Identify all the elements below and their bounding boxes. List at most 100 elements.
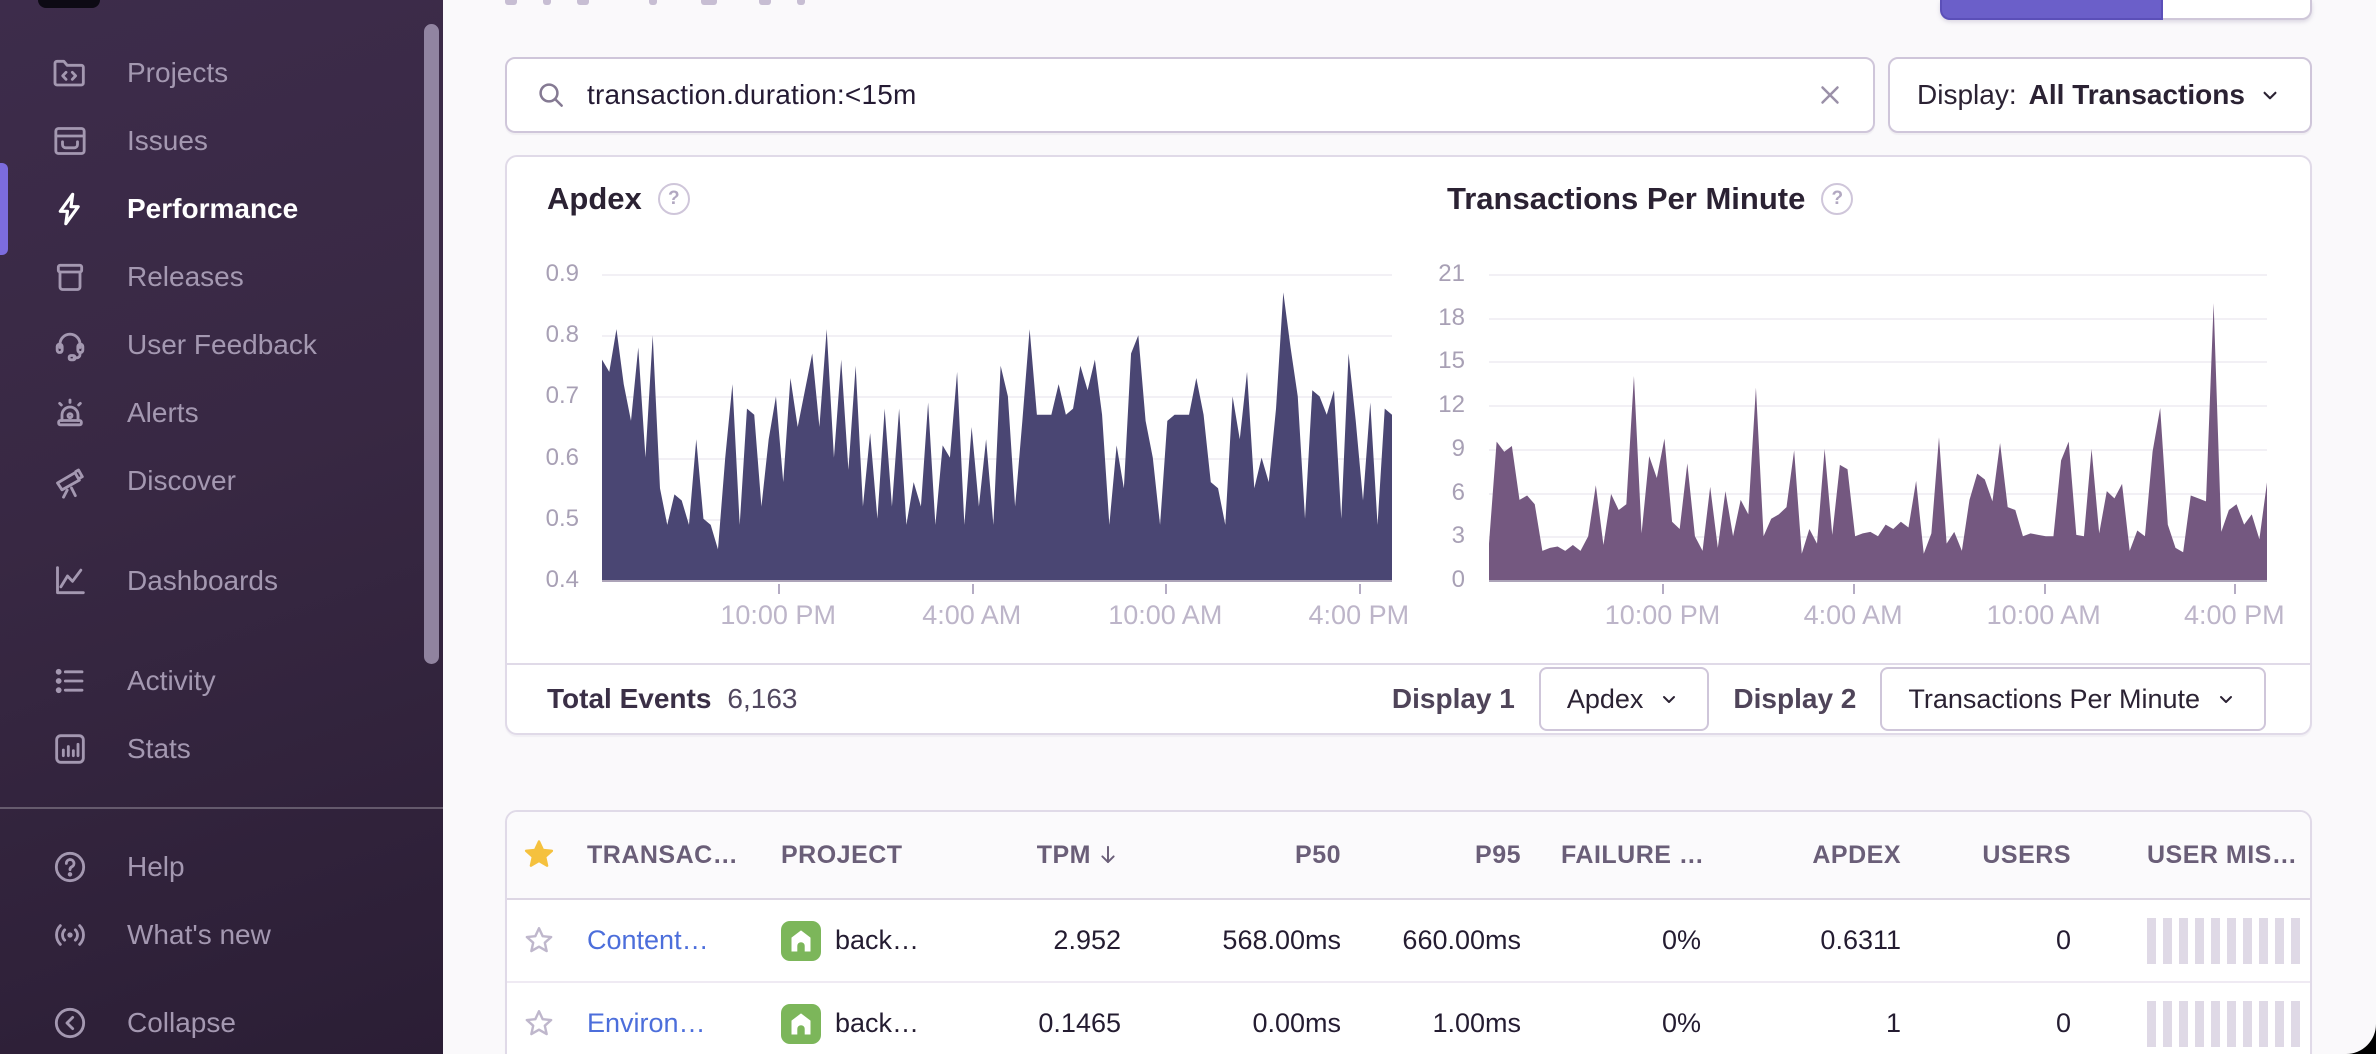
x-tick-mark [2234,584,2237,594]
misery-bar [2163,1000,2172,1047]
sidebar-item-alerts[interactable]: Alerts [0,379,443,447]
collapse-icon [50,1003,90,1043]
search-input[interactable]: transaction.duration:<15m [505,57,1875,133]
col-p95-header[interactable]: P95 [1475,840,1521,869]
row-star-toggle[interactable] [507,924,571,958]
display-filter-dropdown[interactable]: Display: All Transactions [1888,57,2312,133]
sidebar-item-label: Stats [127,733,191,764]
stats-icon [50,729,90,769]
col-apdex-header[interactable]: APDEX [1812,840,1901,869]
sidebar-item-projects[interactable]: Projects [0,39,443,107]
x-axis-line [1489,580,2267,582]
col-users-header[interactable]: USERS [1982,840,2071,869]
sidebar-item-performance[interactable]: Performance [0,163,443,255]
col-project-header[interactable]: PROJECT [781,840,903,869]
apdex-help-icon[interactable]: ? [657,183,690,215]
sidebar-item-releases[interactable]: Releases [0,243,443,311]
total-events-label: Total Events [547,683,712,714]
chart-footer: Total Events 6,163 Display 1 Apdex Displ… [507,665,2310,733]
gridline [1489,317,2267,320]
x-tick-mark [1853,584,1856,594]
sidebar-item-activity[interactable]: Activity [0,647,443,715]
failure-rate-cell: 0% [1661,925,1701,955]
sidebar-item-discover[interactable]: Discover [0,447,443,515]
search-query-text[interactable]: transaction.duration:<15m [587,79,917,110]
apdex-cell: 0.6311 [1820,925,1901,955]
sidebar-item-label: Performance [127,193,299,224]
col-failure-rate-header[interactable]: FAILURE … [1561,840,1705,869]
col-transaction-header[interactable]: TRANSAC… [587,840,739,869]
y-tick-label: 0 [1451,566,1465,593]
x-tick-mark [2043,584,2046,594]
segmented-toggle-active[interactable] [1940,0,2163,20]
transaction-link[interactable]: Environ… [587,1008,706,1038]
apdex-x-axis: 10:00 PM 4:00 AM 10:00 AM 4:00 PM [602,584,1409,644]
x-tick-label: 10:00 AM [1108,600,1223,630]
cropped-toolbar-remnant [505,0,805,5]
sidebar-item-help[interactable]: Help [0,833,443,901]
sidebar-item-stats[interactable]: Stats [0,715,443,783]
p50-cell: 0.00ms [1252,1008,1341,1038]
sidebar-item-label: Discover [127,465,236,496]
nav-spacer [0,783,443,807]
sidebar-item-label: What's new [127,919,271,950]
x-tick-label: 4:00 PM [1308,600,1410,630]
misery-bar [2259,1000,2268,1047]
tpm-help-icon[interactable]: ? [1821,183,1854,215]
sidebar-item-label: Collapse [127,1007,236,1038]
search-row: transaction.duration:<15m Display: All T… [505,57,2312,133]
sidebar-item-issues[interactable]: Issues [0,107,443,175]
col-user-misery-header[interactable]: USER MIS… [2147,840,2298,869]
display1-dropdown[interactable]: Apdex [1538,667,1710,731]
sort-desc-icon [1101,845,1115,864]
x-tick-mark [1662,584,1665,594]
misery-bar [2291,1000,2300,1047]
sidebar-scrollbar[interactable] [424,24,439,664]
x-tick-label: 4:00 AM [922,600,1022,630]
tpm-cell: 2.952 [1053,925,1121,955]
col-tpm-header[interactable]: TPM [1011,841,1161,870]
star-column-header[interactable] [507,837,571,873]
sidebar-item-what-s-new[interactable]: What's new [0,901,443,969]
misery-bar [2179,1000,2188,1047]
row-star-toggle[interactable] [507,1007,571,1041]
search-icon [535,79,567,111]
table-row: Environ… back… 0.1465 0.00ms 1.00ms 0% 1 0 [507,983,2310,1054]
col-p50-header[interactable]: P50 [1295,840,1341,869]
x-tick-label: 4:00 AM [1803,600,1903,630]
sidebar-item-label: User Feedback [127,329,317,360]
segmented-toggle-inactive[interactable] [2163,0,2312,20]
sidebar-item-label: Issues [127,125,208,156]
display-filter-label: Display: [1917,79,2017,110]
sidebar-logo-pill [38,0,100,8]
y-tick-label: 0.8 [545,321,579,349]
active-indicator [0,163,8,255]
tpm-y-axis: 21 18 15 12 9 6 3 0 [1393,260,1477,593]
sidebar-item-user-feedback[interactable]: User Feedback [0,311,443,379]
y-tick-label: 12 [1438,391,1465,419]
clear-search-icon[interactable] [1815,80,1845,110]
misery-bar [2291,917,2300,964]
sidebar-item-dashboards[interactable]: Dashboards [0,547,443,615]
misery-bar [2275,917,2284,964]
p95-cell: 660.00ms [1402,925,1521,955]
transactions-table: TRANSAC… PROJECT TPM P50 P95 FAILURE … APDEX U… [505,810,2312,1054]
display1-value: Apdex [1566,683,1644,714]
sidebar: Projects Issues Performance Releases User Fe… [0,0,443,1054]
sidebar-item-collapse[interactable]: Collapse [0,989,443,1054]
y-tick-label: 21 [1438,260,1465,287]
users-cell: 0 [2055,925,2071,955]
nav-spacer [0,515,443,547]
project-platform-icon [781,1003,821,1044]
tpm-area-series [1489,303,2267,580]
sidebar-item-label: Activity [127,665,216,696]
apdex-y-axis: 0.9 0.8 0.7 0.6 0.5 0.4 [507,260,591,593]
transaction-link[interactable]: Content… [587,925,709,955]
misery-bar [2179,917,2188,964]
display2-dropdown[interactable]: Transactions Per Minute [1880,667,2266,731]
transaction-cell: Environ… [571,1008,781,1039]
project-platform-icon [781,920,821,961]
discover-icon [50,461,90,501]
y-tick-label: 15 [1438,347,1465,375]
cropped-segmented-toggle[interactable] [1940,0,2312,20]
